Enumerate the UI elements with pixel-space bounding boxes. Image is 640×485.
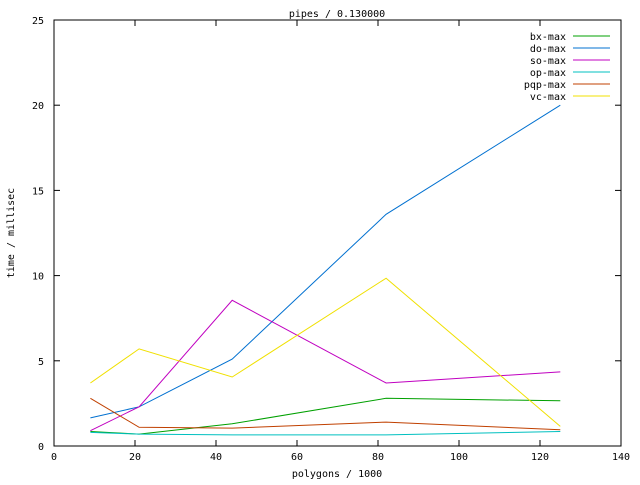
x-tick-label: 120 [531, 452, 549, 463]
series-line-op-max [90, 431, 561, 436]
x-tick-label: 20 [129, 452, 141, 463]
x-axis-label: polygons / 1000 [292, 469, 382, 480]
x-tick-label: 60 [291, 452, 303, 463]
y-tick-label: 20 [32, 101, 44, 112]
legend-label: op-max [530, 68, 566, 79]
series-line-bx-max [90, 397, 561, 435]
series-line-pqp-max [90, 397, 561, 431]
y-tick-label: 15 [32, 186, 44, 197]
x-tick-label: 140 [612, 452, 630, 463]
y-tick-label: 0 [38, 442, 44, 453]
x-tick-label: 0 [51, 452, 57, 463]
y-tick-label: 5 [38, 357, 44, 368]
legend-label: pqp-max [524, 80, 566, 91]
x-tick-label: 40 [210, 452, 222, 463]
series-line-do-max [90, 104, 561, 419]
chart-title: pipes / 0.130000 [289, 9, 385, 20]
y-tick-label: 10 [32, 272, 44, 283]
legend-label: so-max [530, 56, 566, 67]
x-tick-label: 80 [372, 452, 384, 463]
x-tick-label: 100 [450, 452, 468, 463]
y-axis-label: time / millisec [6, 188, 17, 278]
legend-label: do-max [530, 44, 566, 55]
x-axis-ticks: 0 20 40 60 80 100 120 140 [51, 20, 630, 463]
series-line-vc-max [90, 277, 561, 427]
legend-label: bx-max [530, 32, 566, 43]
y-tick-label: 25 [32, 16, 44, 27]
legend-label: vc-max [530, 92, 566, 103]
series-line-so-max [90, 299, 561, 432]
y-axis-ticks: 0 5 10 15 20 25 [32, 16, 621, 453]
plot-frame [53, 19, 622, 447]
series-lines [90, 104, 561, 436]
